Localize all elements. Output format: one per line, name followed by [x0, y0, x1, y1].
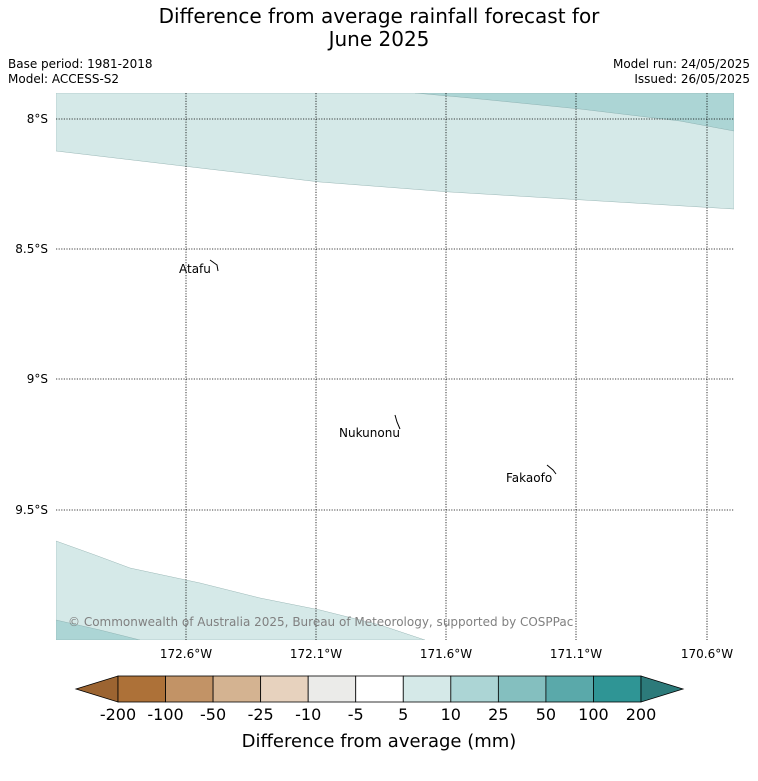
colorbar-tick-label: -50	[200, 705, 226, 724]
lon-label-1: 172.6°W	[160, 647, 212, 661]
colorbar: -200 -100 -50 -25 -10 -5 5 10 25 50 100 200 Differe…	[74, 675, 685, 752]
colorbar-tick-label: -10	[295, 705, 321, 724]
meta-right: Model run: 24/05/2025 Issued: 26/05/2025	[613, 57, 750, 87]
title-line-1: Difference from average rainfall forecas…	[158, 4, 600, 28]
colorbar-tick-label: -200	[100, 705, 136, 724]
atafu-coastline	[209, 259, 219, 272]
colorbar-segment	[165, 675, 214, 703]
lon-label-5: 170.6°W	[681, 647, 733, 661]
place-label-nukunonu: Nukunonu	[339, 426, 400, 440]
lat-label-1: 8°S	[27, 112, 48, 126]
colorbar-segment	[593, 675, 642, 703]
colorbar-tick-label: 25	[488, 705, 508, 724]
copyright-notice: © Commonwealth of Australia 2025, Bureau…	[68, 615, 573, 629]
colorbar-segment	[355, 675, 404, 703]
colorbar-over-arrow	[640, 675, 685, 703]
colorbar-segment	[402, 675, 452, 703]
latitude-labels: 8°S 8.5°S 9°S 9.5°S	[15, 112, 48, 517]
issued-date: Issued: 26/05/2025	[634, 72, 750, 86]
rainfall-zone-5-10-south	[56, 540, 426, 640]
colorbar-segment	[497, 675, 547, 703]
base-period: Base period: 1981-2018	[8, 57, 153, 71]
rainfall-zone-10-25-north	[414, 93, 734, 132]
colorbar-segment	[117, 675, 166, 703]
chart-title: Difference from average rainfall forecas…	[0, 5, 758, 51]
model-run: Model run: 24/05/2025	[612, 57, 750, 71]
colorbar-segments	[117, 675, 642, 703]
colorbar-label: Difference from average (mm)	[242, 731, 517, 752]
colorbar-segment	[450, 675, 499, 703]
rainfall-zone-10-25-south	[56, 619, 141, 640]
nukunonu-coastline	[394, 414, 401, 430]
colorbar-tick-label: -5	[348, 705, 364, 724]
colorbar-tick-label: 100	[578, 705, 609, 724]
lat-label-4: 9.5°S	[15, 503, 48, 517]
lon-label-4: 171.1°W	[550, 647, 602, 661]
lat-label-2: 8.5°S	[15, 242, 48, 256]
meta-left: Base period: 1981-2018 Model: ACCESS-S2	[8, 57, 153, 87]
colorbar-tick-label: 200	[626, 705, 657, 724]
place-label-fakaofo: Fakaofo	[506, 471, 552, 485]
lon-label-3: 171.6°W	[420, 647, 472, 661]
colorbar-tick-label: 5	[398, 705, 408, 724]
lon-label-2: 172.1°W	[290, 647, 342, 661]
coastlines	[209, 259, 557, 475]
fakaofo-coastline	[546, 464, 557, 475]
gridlines	[56, 93, 734, 640]
colorbar-tick-label: -25	[248, 705, 274, 724]
rainfall-zone-5-10-north	[56, 93, 734, 210]
place-label-atafu: Atafu	[179, 262, 211, 276]
title-line-2: June 2025	[328, 27, 430, 51]
longitude-labels: 172.6°W 172.1°W 171.6°W 171.1°W 170.6°W	[160, 647, 733, 661]
colorbar-tick-label: -100	[147, 705, 183, 724]
model-name: Model: ACCESS-S2	[8, 72, 120, 86]
lat-label-3: 9°S	[27, 372, 48, 386]
map-panel: Atafu Nukunonu Fakaofo © Commonwealth of…	[56, 93, 734, 640]
colorbar-segment	[545, 675, 594, 703]
colorbar-segment	[307, 675, 357, 703]
colorbar-segment	[260, 675, 309, 703]
colorbar-tick-label: 10	[441, 705, 461, 724]
colorbar-tick-labels: -200 -100 -50 -25 -10 -5 5 10 25 50 100 200	[100, 705, 656, 724]
colorbar-segment	[212, 675, 262, 703]
colorbar-tick-label: 50	[536, 705, 556, 724]
colorbar-under-arrow	[74, 675, 119, 703]
